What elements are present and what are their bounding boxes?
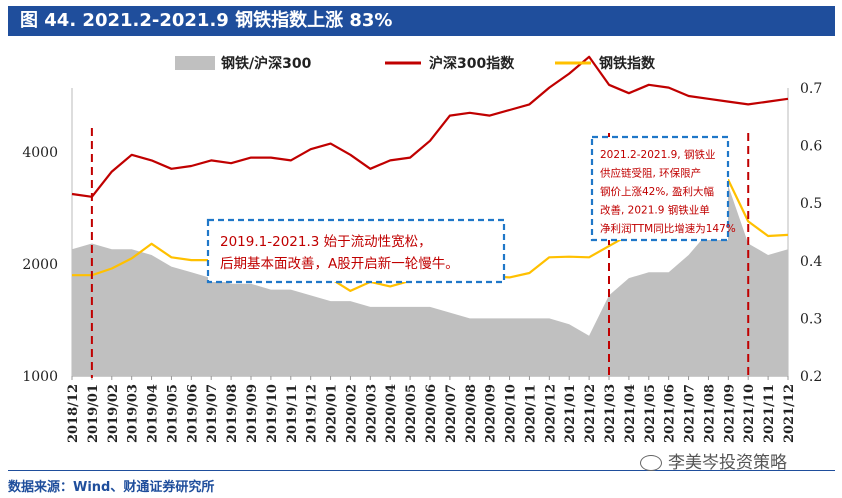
right-tick-label: 0.2 [800,369,822,385]
x-tick-label: 2021/05 [643,384,658,443]
annotation-left-line: 2019.1-2021.3 始于流动性宽松， [220,233,432,250]
annotation-box-left [206,218,506,284]
x-tick-label: 2021/01 [563,384,578,443]
x-tick-label: 2020/11 [523,384,538,443]
x-tick-label: 2021/08 [702,384,717,443]
left-tick-label: 4000 [22,145,58,161]
annotation-right-line: 净利润TTM同比增速为147% [600,222,736,235]
x-tick-label: 2019/08 [225,384,240,443]
x-tick-label: 2020/05 [404,384,419,443]
x-tick-label: 2020/12 [543,384,558,443]
right-tick-label: 0.6 [800,139,822,155]
x-tick-label: 2019/04 [146,384,161,443]
annotation-left-line: 后期基本面改善，A股开启新一轮慢牛。 [220,255,459,272]
x-tick-label: 2018/12 [66,384,81,443]
x-tick-label: 2021/09 [722,384,737,443]
x-tick-label: 2020/08 [464,384,479,443]
footer-divider [8,470,835,471]
x-tick-label: 2019/01 [86,384,101,443]
x-tick-label: 2021/03 [603,384,618,443]
legend-label-ratio: 钢铁/沪深300 [221,55,312,72]
x-tick-label: 2021/11 [762,384,777,443]
x-tick-label: 2019/07 [205,384,220,443]
series-line-hs300 [71,55,789,198]
figure-title-bar: 图 44. 2021.2-2021.9 钢铁指数上涨 83% [8,6,835,36]
x-tick-label: 2019/02 [106,384,121,443]
x-tick-label: 2020/09 [484,384,499,443]
x-tick-label: 2019/05 [165,384,180,443]
annotation-box-right [590,135,730,242]
annotation-right-line: 2021.2-2021.9, 钢铁业 [600,148,715,161]
x-tick-label: 2021/02 [583,384,598,443]
x-tick-label: 2020/10 [504,384,519,443]
right-tick-label: 0.5 [800,196,822,212]
x-tick-label: 2019/11 [285,384,300,443]
x-tick-label: 2020/04 [384,384,399,443]
data-source: 数据来源：Wind、财通证券研究所 [8,480,215,495]
x-tick-label: 2019/10 [265,384,280,443]
legend-swatch-ratio [175,56,215,70]
x-tick-label: 2019/12 [305,384,320,443]
legend-label-hs300: 沪深300指数 [429,55,515,72]
legend-label-steel: 钢铁指数 [599,55,656,72]
annotation-right-line: 改善, 2021.9 钢铁业单 [600,204,710,217]
x-tick-label: 2020/03 [364,384,379,443]
wechat-icon [640,455,662,471]
left-tick-label: 1000 [22,369,58,385]
x-tick-label: 2019/03 [126,384,141,443]
watermark: 李美岑投资策略 [640,448,787,473]
annotation-right-line: 供应链受阻, 环保限产 [600,167,701,180]
x-tick-label: 2020/07 [444,384,459,443]
x-tick-label: 2021/06 [663,384,678,443]
x-tick-label: 2021/04 [623,384,638,443]
x-tick-label: 2021/10 [742,384,757,443]
watermark-text: 李美岑投资策略 [668,453,787,473]
right-tick-label: 0.7 [800,81,822,97]
x-tick-label: 2020/06 [424,384,439,443]
figure-title: 图 44. 2021.2-2021.9 钢铁指数上涨 83% [20,10,393,31]
x-tick-label: 2021/07 [683,384,698,443]
annotation-right-line: 钢价上涨42%, 盈利大幅 [600,185,714,198]
right-tick-label: 0.3 [800,311,822,327]
x-tick-label: 2019/09 [245,384,260,443]
right-tick-label: 0.4 [800,254,822,270]
x-tick-label: 2020/02 [344,384,359,443]
x-tick-label: 2020/01 [325,384,340,443]
x-tick-label: 2019/06 [185,384,200,443]
x-tick-label: 2021/12 [782,384,797,443]
left-tick-label: 2000 [22,257,58,273]
